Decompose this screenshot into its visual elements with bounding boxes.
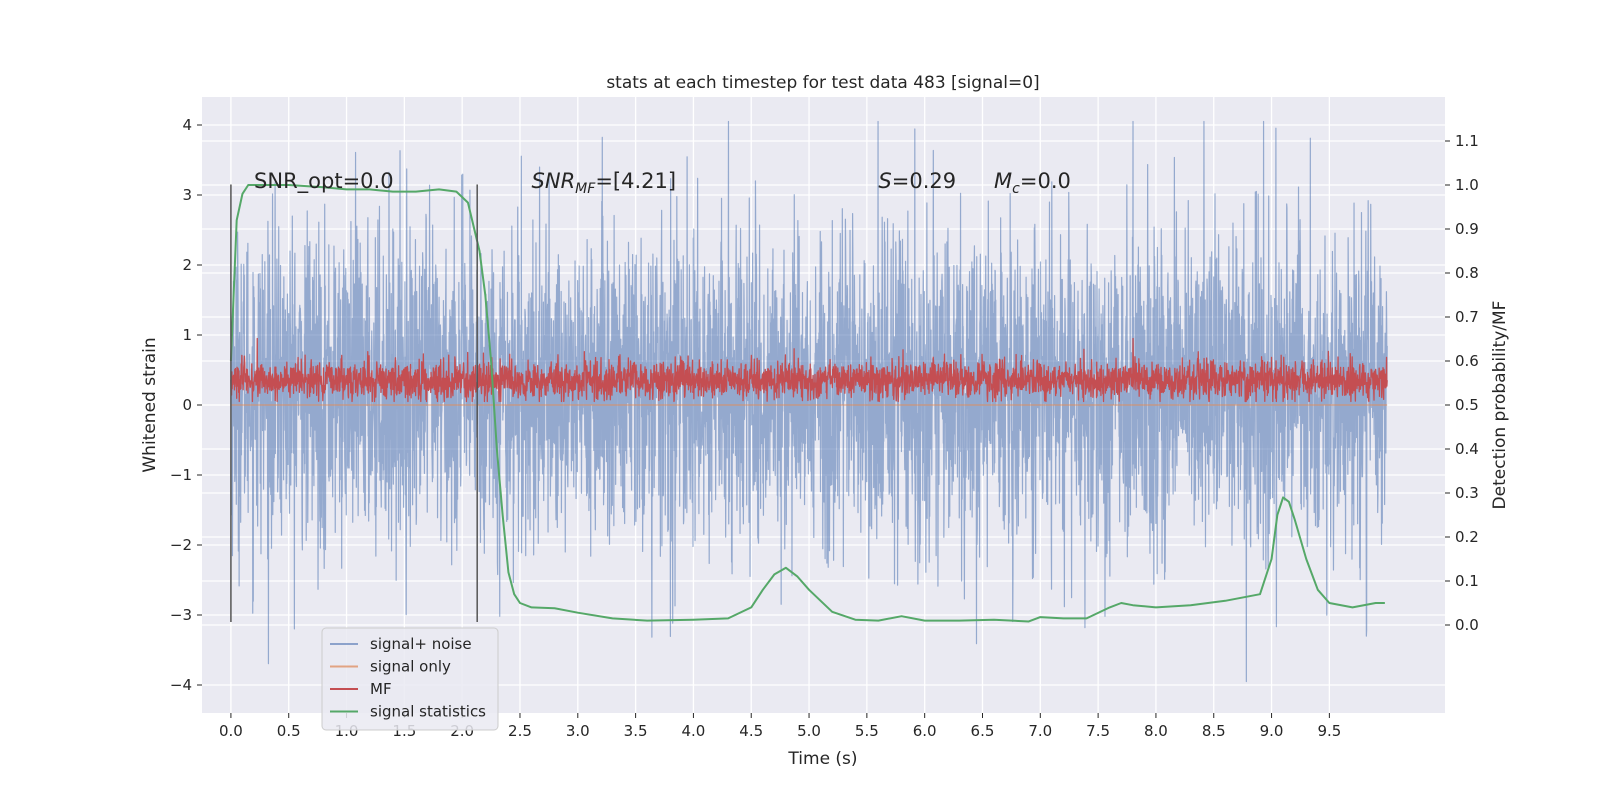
right-y-tick-label: 0.0 [1455,616,1479,634]
y-tick-label: 4 [182,116,192,134]
right-y-axis-label: Detection probability/MF [1490,301,1510,510]
right-y-tick-label: 0.5 [1455,396,1479,414]
legend-box [321,627,499,731]
y-tick-label: 2 [182,256,192,274]
x-tick-label: 0.0 [219,722,243,740]
legend-item-signal-noise: signal+ noise [330,635,472,653]
legend: signal+ noise signal only MF signal statist… [321,627,499,731]
x-tick-label: 9.0 [1260,722,1284,740]
annotation-4: Mc=0.0 [994,169,1071,197]
right-y-tick-label: 1.0 [1455,176,1479,194]
x-tick-label: 8.0 [1144,722,1168,740]
right-y-tick-label: 0.4 [1455,440,1479,458]
x-tick-label: 9.5 [1317,722,1341,740]
x-tick-label: 7.5 [1086,722,1110,740]
x-tick-label: 8.5 [1202,722,1226,740]
series-line-signal-statistics [229,184,1385,623]
annotation-3: S=0.29 [878,169,956,193]
legend-item-signal-only: signal only [330,658,451,676]
x-tick-label: 3.0 [566,722,590,740]
annotation-1: SNR_opt=0.0 [254,169,394,194]
x-tick-label: 3.5 [624,722,648,740]
x-tick-label: 6.0 [913,722,937,740]
right-y-tick-label: 0.1 [1455,572,1479,590]
right-y-tick-label: 0.8 [1455,264,1479,282]
legend-label: signal statistics [370,703,486,721]
x-tick-label: 5.5 [855,722,879,740]
right-y-tick-label: 1.1 [1455,132,1479,150]
y-tick-label: −2 [170,536,192,554]
x-tick-label: 5.0 [797,722,821,740]
x-tick-label: 6.5 [971,722,995,740]
x-tick-label: 2.5 [508,722,532,740]
right-y-tick-label: 0.2 [1455,528,1479,546]
chart-title: stats at each timestep for test data 483… [606,73,1039,93]
right-y-tick-label: 0.3 [1455,484,1479,502]
series-line-mf [230,337,1388,403]
legend-label: MF [370,680,392,698]
y-tick-label: −3 [170,606,192,624]
y-tick-label: 3 [182,186,192,204]
right-y-tick-label: 0.7 [1455,308,1479,326]
legend-item-signal-statistics: signal statistics [330,703,486,721]
annotation-2: SNRMF=[4.21] [532,169,677,197]
right-y-tick-label: 0.9 [1455,220,1479,238]
legend-label: signal only [370,658,451,676]
legend-item-mf: MF [330,680,392,698]
y-tick-label: 1 [182,326,192,344]
series-mf [230,337,1388,403]
x-tick-label: 0.5 [277,722,301,740]
y-tick-label: 0 [182,396,192,414]
x-tick-label: 4.5 [739,722,763,740]
y-tick-label: −4 [170,676,192,694]
right-y-tick-label: 0.6 [1455,352,1479,370]
series-signal-statistics [229,184,1385,623]
legend-label: signal+ noise [370,635,472,653]
x-axis-label: Time (s) [787,749,857,769]
y-axis-label: Whitened strain [140,337,160,472]
y-tick-label: −1 [170,466,192,484]
x-tick-label: 7.0 [1028,722,1052,740]
x-tick-label: 4.0 [681,722,705,740]
